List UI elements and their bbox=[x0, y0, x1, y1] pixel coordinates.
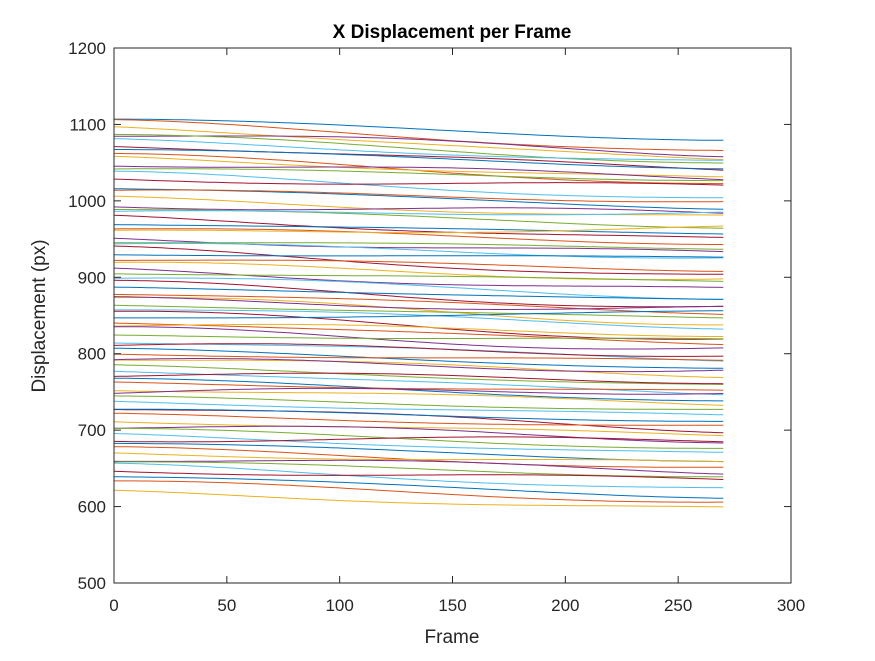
series-line-80 bbox=[113, 489, 724, 508]
series-line-32 bbox=[113, 267, 724, 288]
series-line-20 bbox=[113, 210, 724, 216]
x-axis-label: Frame bbox=[425, 627, 480, 648]
y-tick-label: 700 bbox=[78, 421, 106, 440]
series-line-60 bbox=[113, 387, 724, 395]
series-line-70 bbox=[113, 436, 724, 443]
y-tick-label: 1000 bbox=[68, 192, 106, 211]
x-tick-label: 100 bbox=[325, 596, 353, 615]
series-line-28 bbox=[113, 245, 724, 275]
y-tick-label: 600 bbox=[78, 498, 106, 517]
series-line-52 bbox=[114, 359, 724, 379]
y-tick-label: 900 bbox=[78, 268, 106, 287]
series-line-35 bbox=[113, 279, 724, 308]
x-tick-label: 250 bbox=[664, 596, 692, 615]
series-line-24 bbox=[114, 225, 724, 234]
series-line-77 bbox=[113, 470, 724, 480]
series-line-68 bbox=[113, 427, 724, 449]
series-line-69 bbox=[113, 433, 724, 453]
series-line-66 bbox=[113, 421, 724, 437]
y-axis-label: Displacement (px) bbox=[29, 239, 50, 392]
series-line-39 bbox=[113, 296, 724, 310]
y-tick-label: 500 bbox=[78, 574, 106, 593]
series-line-38 bbox=[114, 297, 724, 326]
series-line-13 bbox=[113, 170, 724, 199]
series-line-12 bbox=[113, 168, 724, 182]
series-line-16 bbox=[114, 189, 724, 203]
series-line-1 bbox=[114, 118, 724, 141]
series-line-61 bbox=[113, 395, 724, 410]
series-line-43 bbox=[114, 310, 724, 319]
series-line-64 bbox=[114, 408, 724, 422]
series-line-56 bbox=[113, 372, 724, 385]
series-line-21 bbox=[113, 214, 724, 238]
series-line-34 bbox=[114, 277, 724, 300]
y-tick-label: 1200 bbox=[68, 39, 106, 58]
series-line-46 bbox=[114, 326, 724, 350]
x-tick-label: 150 bbox=[438, 596, 466, 615]
chart-title: X Displacement per Frame bbox=[333, 22, 572, 43]
series-line-33 bbox=[114, 273, 724, 282]
series-line-8 bbox=[114, 149, 724, 170]
series-line-59 bbox=[113, 390, 724, 406]
y-tick-label: 1100 bbox=[69, 115, 106, 134]
series-line-30 bbox=[114, 259, 724, 272]
series-group bbox=[113, 118, 724, 508]
x-tick-label: 50 bbox=[217, 596, 236, 615]
series-line-45 bbox=[113, 323, 724, 337]
x-tick-label: 0 bbox=[109, 596, 118, 615]
series-line-18 bbox=[113, 206, 724, 214]
series-line-76 bbox=[113, 462, 724, 489]
series-line-11 bbox=[113, 165, 724, 181]
series-line-50 bbox=[113, 347, 724, 369]
series-line-6 bbox=[113, 138, 724, 161]
series-line-26 bbox=[114, 242, 724, 250]
series-line-65 bbox=[113, 412, 724, 426]
y-axis: 500 600 700 800 900 1000 1100 1200 bbox=[68, 39, 791, 593]
series-line-54 bbox=[113, 364, 724, 385]
series-line-44 bbox=[113, 322, 724, 346]
series-line-53 bbox=[113, 358, 724, 373]
series-line-37 bbox=[113, 293, 724, 315]
series-line-79 bbox=[114, 480, 724, 503]
series-line-73 bbox=[113, 452, 724, 463]
series-line-4 bbox=[114, 135, 724, 158]
series-line-27 bbox=[113, 242, 724, 259]
series-line-29 bbox=[113, 254, 724, 258]
y-tick-label: 800 bbox=[78, 345, 106, 364]
series-line-22 bbox=[113, 224, 724, 235]
series-line-74 bbox=[113, 459, 724, 475]
series-line-3 bbox=[113, 126, 724, 161]
series-line-78 bbox=[114, 476, 724, 499]
series-line-58 bbox=[113, 381, 724, 391]
series-line-14 bbox=[113, 178, 724, 186]
series-line-23 bbox=[113, 228, 724, 245]
series-line-51 bbox=[113, 353, 724, 361]
series-line-67 bbox=[113, 425, 724, 444]
x-axis: 0 50 100 150 200 250 300 bbox=[109, 48, 805, 615]
series-line-40 bbox=[113, 304, 724, 319]
x-tick-label: 200 bbox=[551, 596, 579, 615]
series-line-49 bbox=[113, 343, 724, 357]
series-line-57 bbox=[114, 377, 724, 402]
series-line-36 bbox=[113, 286, 724, 300]
series-line-62 bbox=[113, 400, 724, 416]
x-tick-label: 300 bbox=[777, 596, 805, 615]
series-line-41 bbox=[114, 309, 724, 330]
series-line-47 bbox=[113, 334, 724, 340]
series-line-2 bbox=[113, 119, 724, 151]
series-line-5 bbox=[113, 133, 724, 164]
